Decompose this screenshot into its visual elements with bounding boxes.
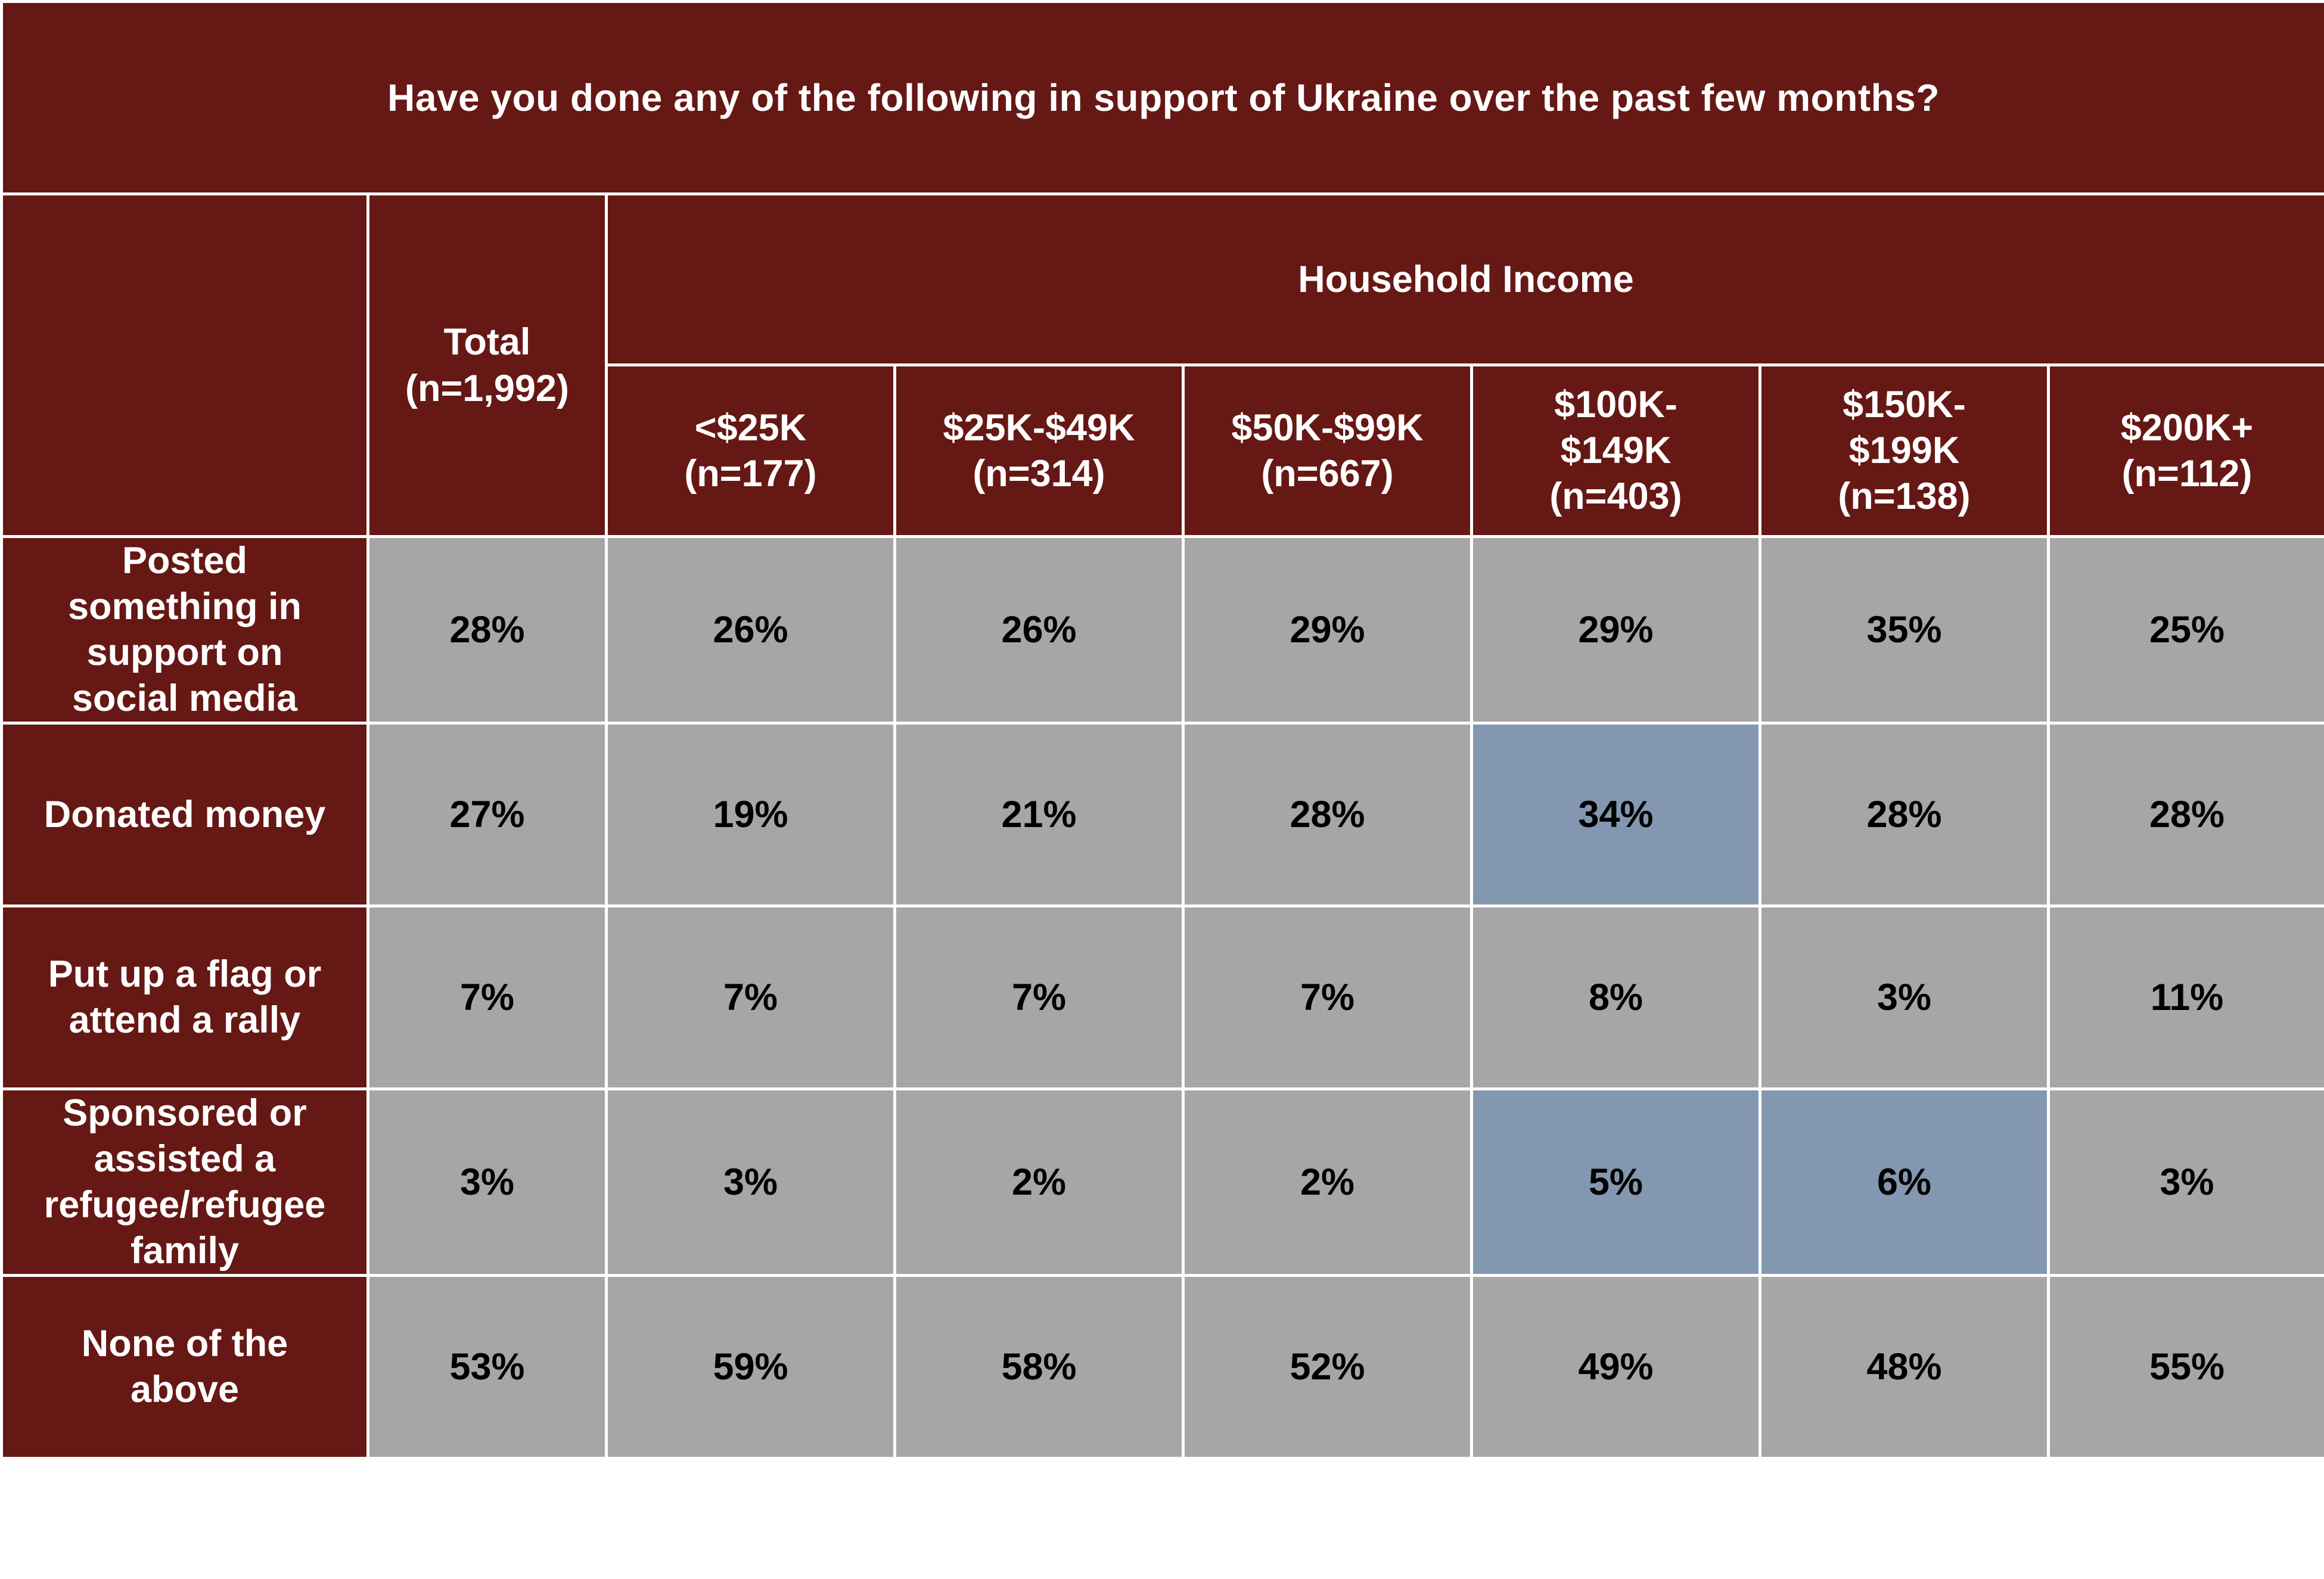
value-cell: 7%	[1182, 904, 1473, 1090]
table-row: Posted something in support on social media…	[0, 535, 2324, 725]
column-header-income-1: <$25K (n=177)	[605, 363, 896, 538]
value-cell: 59%	[605, 1274, 896, 1460]
value-cell: 53%	[366, 1274, 608, 1460]
value-cell: 3%	[605, 1087, 896, 1277]
value-cell: 19%	[605, 722, 896, 907]
column-header-row: <$25K (n=177) $25K-$49K (n=314) $50K-$99K (n=…	[2, 363, 2324, 538]
value-cell: 28%	[1182, 722, 1473, 907]
value-cell: 27%	[366, 722, 608, 907]
value-cell: 35%	[1758, 535, 2050, 725]
value-cell: 28%	[2046, 722, 2324, 907]
value-cell: 52%	[1182, 1274, 1473, 1460]
value-cell: 21%	[893, 722, 1185, 907]
value-cell: 2%	[893, 1087, 1185, 1277]
row-label: Sponsored or assisted a refugee/refugee fam…	[0, 1087, 369, 1277]
crosstab-table: Have you done any of the following in su…	[0, 0, 2324, 1460]
table-row: Put up a flag or attend a rally 7% 7% 7% 7% 8%…	[0, 904, 2324, 1090]
column-header-income-2: $25K-$49K (n=314)	[893, 363, 1185, 538]
value-cell: 11%	[2046, 904, 2324, 1090]
title-row: Have you done any of the following in su…	[0, 0, 2324, 195]
row-label: Put up a flag or attend a rally	[0, 904, 369, 1090]
value-cell: 34%	[1470, 722, 1761, 907]
value-cell: 29%	[1470, 535, 1761, 725]
corner-cell	[0, 192, 369, 538]
value-cell: 26%	[893, 535, 1185, 725]
value-cell: 7%	[605, 904, 896, 1090]
value-cell: 58%	[893, 1274, 1185, 1460]
row-label: Posted something in support on social media	[0, 535, 369, 725]
column-header-income-6: $200K+ (n=112)	[2046, 363, 2324, 538]
table-row: Donated money 27% 19% 21% 28% 34% 28% 28%	[0, 722, 2324, 907]
value-cell: 5%	[1470, 1087, 1761, 1277]
value-cell: 6%	[1758, 1087, 2050, 1277]
column-header-income-5: $150K- $199K (n=138)	[1758, 363, 2050, 538]
column-header-total: Total (n=1,992)	[366, 192, 608, 538]
row-label: None of the above	[0, 1274, 369, 1460]
value-cell: 3%	[366, 1087, 608, 1277]
value-cell: 29%	[1182, 535, 1473, 725]
group-header-row: Total (n=1,992) Household Income	[0, 192, 2324, 538]
value-cell: 28%	[1758, 722, 2050, 907]
value-cell: 48%	[1758, 1274, 2050, 1460]
value-cell: 3%	[1758, 904, 2050, 1090]
value-cell: 2%	[1182, 1087, 1473, 1277]
value-cell: 7%	[893, 904, 1185, 1090]
row-label: Donated money	[0, 722, 369, 907]
table-row: None of the above 53% 59% 58% 52% 49% 48% 55%	[0, 1274, 2324, 1460]
table-body: Posted something in support on social media…	[0, 535, 2324, 1460]
value-cell: 7%	[366, 904, 608, 1090]
value-cell: 3%	[2046, 1087, 2324, 1277]
table-title: Have you done any of the following in su…	[0, 0, 2324, 195]
group-header-household-income: Household Income	[604, 192, 2324, 366]
value-cell: 28%	[366, 535, 608, 725]
table-row: Sponsored or assisted a refugee/refugee fam…	[0, 1087, 2324, 1277]
column-header-income-4: $100K- $149K (n=403)	[1470, 363, 1761, 538]
value-cell: 8%	[1470, 904, 1761, 1090]
value-cell: 26%	[605, 535, 896, 725]
value-cell: 25%	[2046, 535, 2324, 725]
column-header-income-3: $50K-$99K (n=667)	[1182, 363, 1473, 538]
value-cell: 49%	[1470, 1274, 1761, 1460]
value-cell: 55%	[2046, 1274, 2324, 1460]
